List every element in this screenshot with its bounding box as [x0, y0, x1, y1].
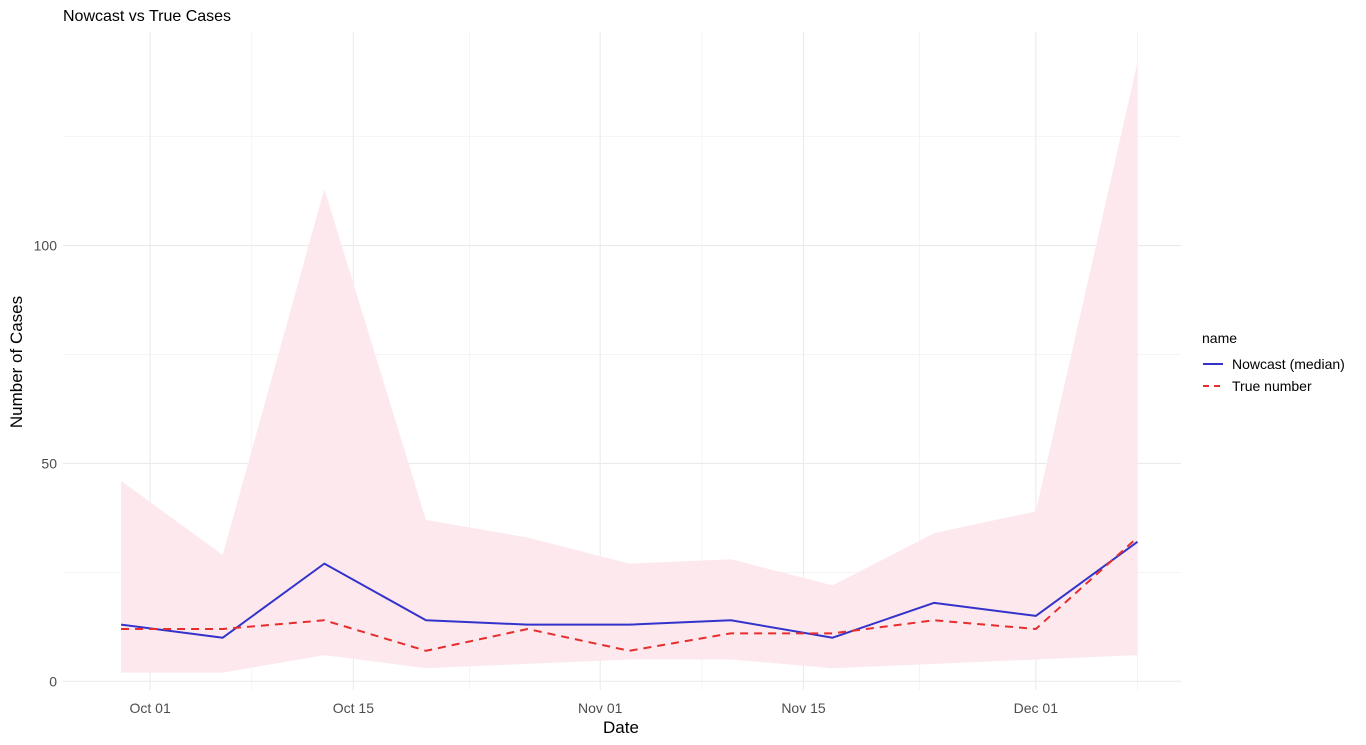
x-tick-label: Dec 01	[1014, 700, 1059, 716]
legend-title: name	[1202, 330, 1237, 346]
x-axis-title: Date	[603, 718, 639, 737]
legend-item: True number	[1203, 378, 1312, 394]
uncertainty-band-layer	[121, 62, 1138, 673]
y-axis-title: Number of Cases	[7, 296, 26, 428]
y-tick-label: 0	[49, 673, 57, 689]
y-axis-ticks: 0 50 100	[34, 238, 58, 690]
series-line-0	[120, 541, 1139, 639]
x-tick-label: Oct 01	[129, 700, 170, 716]
legend-label: True number	[1232, 378, 1312, 394]
x-tick-label: Nov 15	[781, 700, 826, 716]
x-tick-label: Oct 15	[333, 700, 374, 716]
x-tick-label: Nov 01	[578, 700, 623, 716]
y-tick-label: 50	[41, 455, 57, 471]
legend-label: Nowcast (median)	[1232, 356, 1345, 372]
legend-item: Nowcast (median)	[1203, 356, 1345, 372]
legend-items: Nowcast (median) True number	[1203, 356, 1345, 394]
series-line-1	[121, 536, 1139, 652]
series-layer	[120, 536, 1139, 652]
uncertainty-band	[121, 62, 1138, 673]
x-axis-ticks: Oct 01 Oct 15 Nov 01 Nov 15 Dec 01	[129, 700, 1058, 716]
legend: name Nowcast (median) True number	[1202, 330, 1345, 394]
chart-title: Nowcast vs True Cases	[63, 8, 231, 25]
y-tick-label: 100	[34, 238, 58, 254]
